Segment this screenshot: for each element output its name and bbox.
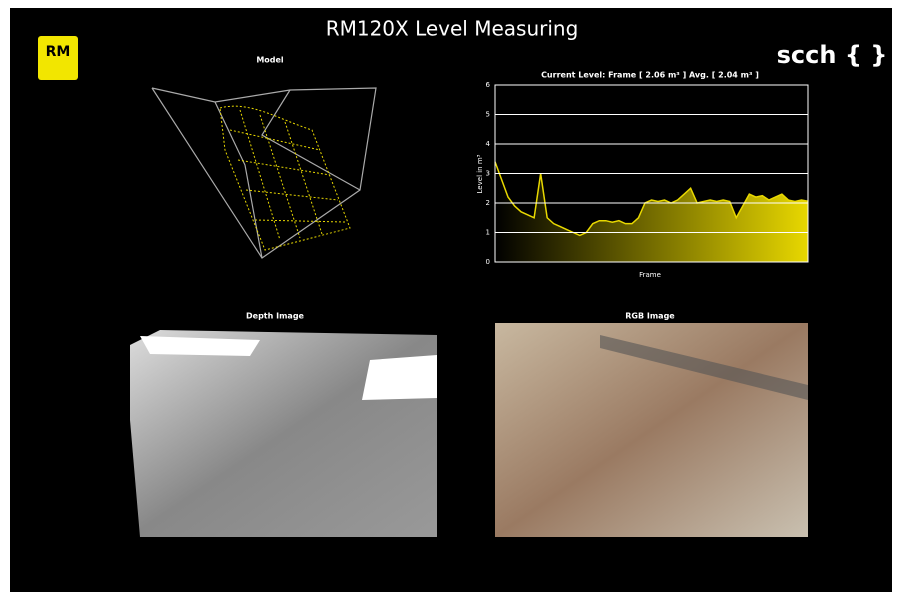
y-tick-label: 1 xyxy=(486,229,490,237)
logo-right: scch { } xyxy=(777,41,888,69)
y-axis-label: Level in m³ xyxy=(476,154,484,193)
chart-title: Current Level: Frame [ 2.06 m³ ] Avg. [ … xyxy=(541,71,759,80)
y-tick-label: 6 xyxy=(486,81,491,89)
y-tick-label: 2 xyxy=(486,199,490,207)
panel-title: RGB Image xyxy=(625,312,675,321)
logo-left: RM xyxy=(46,44,71,60)
y-tick-label: 0 xyxy=(486,258,490,266)
x-axis-label: Frame xyxy=(639,271,661,279)
y-tick-label: 3 xyxy=(486,170,490,178)
y-tick-label: 4 xyxy=(486,140,491,148)
y-tick-label: 5 xyxy=(486,111,490,119)
app-title: RM120X Level Measuring xyxy=(326,17,579,41)
panel-title: Model xyxy=(256,56,284,65)
panel-title: Depth Image xyxy=(246,312,305,321)
screen: RM120X Level Measuring RM scch { } Model… xyxy=(0,0,902,599)
